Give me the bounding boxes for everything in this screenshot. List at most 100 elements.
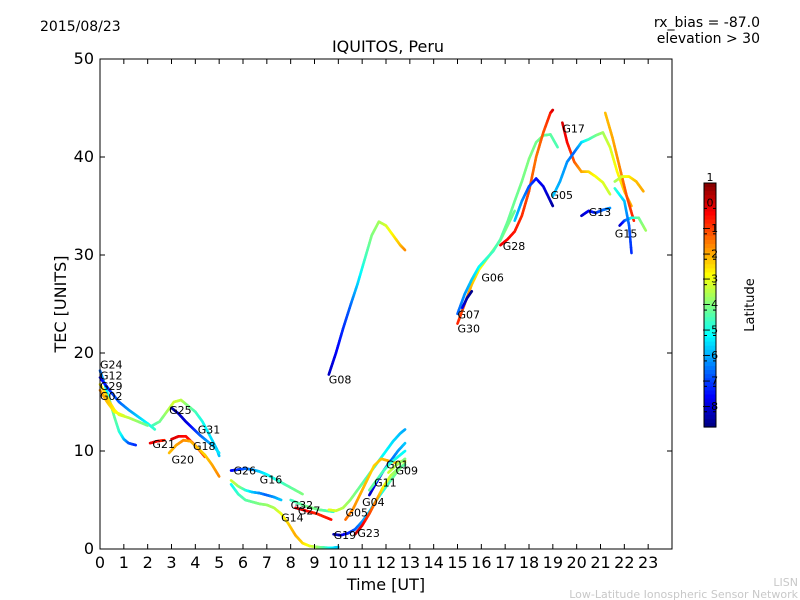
colorbar-swatch xyxy=(704,349,716,355)
tec-trace-segment xyxy=(555,144,559,149)
colorbar-swatch xyxy=(704,337,716,343)
colorbar-swatch xyxy=(704,341,716,347)
x-tick-label: 2 xyxy=(143,553,153,572)
colorbar-tick-label: 1 xyxy=(707,171,714,184)
series-g17 xyxy=(561,121,612,196)
colorbar-swatch xyxy=(704,317,716,322)
colorbar-swatch xyxy=(704,272,716,278)
x-tick-label: 23 xyxy=(638,553,658,572)
satellite-label: G15 xyxy=(615,227,638,240)
satellite-label: G25 xyxy=(169,404,192,417)
x-tick-label: 7 xyxy=(262,553,272,572)
series-g13 xyxy=(551,131,633,208)
colorbar-swatch xyxy=(704,394,716,400)
series-g09 xyxy=(387,457,407,474)
colorbar-tick-label: −1 xyxy=(702,222,718,235)
colorbar-swatch xyxy=(704,390,716,396)
colorbar-swatch xyxy=(704,329,716,335)
series-g15b xyxy=(613,175,645,193)
colorbar-tick-label: −2 xyxy=(702,247,718,260)
series-g04 xyxy=(344,457,407,521)
series-g15d xyxy=(613,187,633,255)
x-tick-label: 21 xyxy=(590,553,610,572)
colorbar-swatch xyxy=(704,235,716,241)
tec-trace-segment xyxy=(403,449,407,453)
x-tick-label: 19 xyxy=(543,553,563,572)
credit-short: LISN xyxy=(773,576,798,589)
x-tick-label: 10 xyxy=(328,553,348,572)
colorbar-swatch xyxy=(704,211,716,217)
colorbar: 1 0 −1 −2 −3 −4 −5 −6 −7 −8 xyxy=(702,171,718,428)
satellite-label: G11 xyxy=(374,476,397,489)
y-tick-label: 0 xyxy=(84,539,94,558)
x-tick-label: 18 xyxy=(519,553,539,572)
colorbar-swatch xyxy=(704,410,716,416)
colorbar-swatch xyxy=(704,207,716,213)
satellite-label: G30 xyxy=(458,322,481,335)
colorbar-swatch xyxy=(704,280,716,286)
x-tick-label: 16 xyxy=(471,553,491,572)
x-tick-label: 13 xyxy=(400,553,420,572)
series-g16 xyxy=(229,479,283,502)
tec-trace-segment xyxy=(152,427,157,431)
x-tick-label: 3 xyxy=(166,553,176,572)
satellite-label: G13 xyxy=(589,206,612,219)
series-g05 xyxy=(513,177,555,222)
tec-trace-segment xyxy=(403,461,407,465)
colorbar-swatch xyxy=(704,199,716,204)
y-tick-label: 50 xyxy=(74,49,94,68)
tec-trace-segment xyxy=(629,203,633,208)
x-axis-title: Time [UT] xyxy=(346,575,425,594)
satellite-label: G24 xyxy=(100,359,123,372)
tec-trace-segment xyxy=(643,227,648,232)
colorbar-swatch xyxy=(704,361,716,367)
colorbar-swatch xyxy=(704,256,716,261)
colorbar-swatch xyxy=(704,219,716,225)
colorbar-swatch xyxy=(704,191,716,196)
colorbar-title: Latitude xyxy=(743,278,758,332)
x-tick-label: 9 xyxy=(309,553,319,572)
colorbar-swatch xyxy=(704,276,716,282)
series-g31 xyxy=(170,406,221,455)
colorbar-swatch xyxy=(704,195,716,200)
satellite-label: G05 xyxy=(345,507,368,520)
colorbar-swatch xyxy=(704,418,716,424)
chart-title: IQUITOS, Peru xyxy=(332,37,444,56)
colorbar-swatch xyxy=(704,203,716,208)
satellite-label: G08 xyxy=(329,373,352,386)
satellite-label: G01 xyxy=(386,459,409,472)
colorbar-swatch xyxy=(704,296,716,302)
satellite-label: G29 xyxy=(100,380,123,393)
x-tick-label: 17 xyxy=(495,553,515,572)
colorbar-swatch xyxy=(704,345,716,351)
colorbar-tick-label: −7 xyxy=(702,374,718,387)
series-g27 xyxy=(294,506,333,521)
series-g06 xyxy=(460,289,474,310)
colorbar-swatch xyxy=(704,215,716,221)
y-axis-title: TEC [UNITS] xyxy=(51,256,70,354)
colorbar-swatch xyxy=(704,300,716,306)
series-g11 xyxy=(368,449,407,492)
colorbar-swatch xyxy=(704,353,716,359)
colorbar-swatch xyxy=(704,382,716,387)
satellite-label: G26 xyxy=(233,465,256,478)
satellite-label: G14 xyxy=(281,512,304,525)
colorbar-swatch xyxy=(704,378,716,383)
y-tick-label: 20 xyxy=(74,343,94,362)
x-tick-label: 8 xyxy=(286,553,296,572)
colorbar-swatch xyxy=(704,370,716,375)
series-g15 xyxy=(603,111,636,222)
colorbar-swatch xyxy=(704,264,716,269)
x-tick-label: 0 xyxy=(95,553,105,572)
y-tick-label: 30 xyxy=(74,245,94,264)
colorbar-swatch xyxy=(704,187,716,192)
x-tick-label: 15 xyxy=(447,553,467,572)
colorbar-swatch xyxy=(704,313,716,318)
colorbar-tick-label: 0 xyxy=(707,196,714,209)
satellite-label: G16 xyxy=(260,473,283,486)
rx-bias-label: rx_bias = -87.0 xyxy=(654,15,760,31)
colorbar-swatch xyxy=(704,268,716,274)
tec-trace-segment xyxy=(512,209,517,214)
colorbar-tick-label: −6 xyxy=(702,349,718,362)
